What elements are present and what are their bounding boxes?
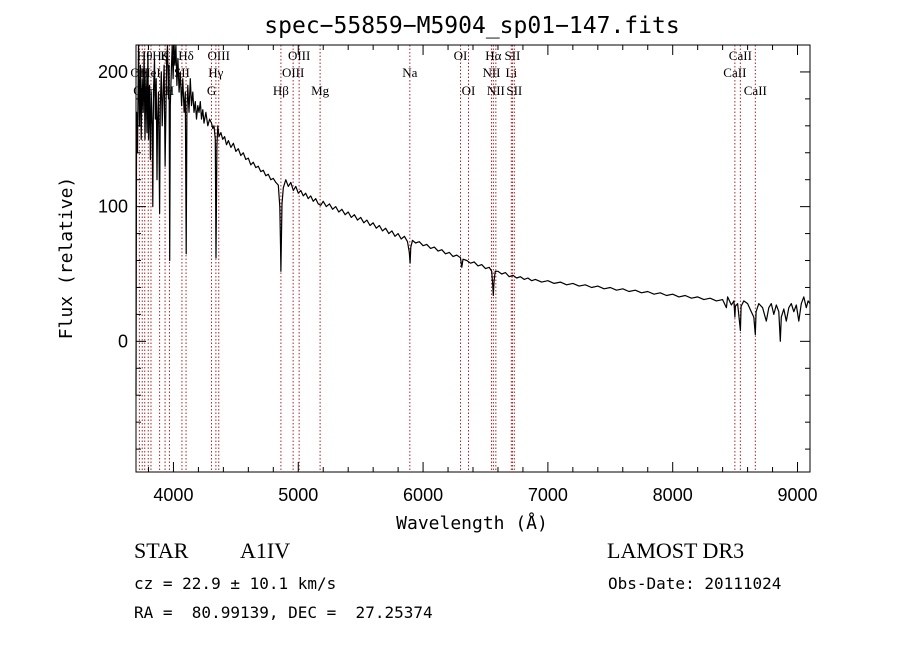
line-marker-label: Li (506, 65, 518, 80)
y-axis-label: Flux (relative) (56, 177, 77, 340)
line-marker-label: G (207, 83, 216, 98)
plot-frame (135, 44, 811, 473)
line-marker-label: CaII (723, 65, 746, 80)
x-axis-label: Wavelength (Å) (396, 512, 548, 534)
line-marker-label: OIII (282, 65, 304, 80)
chart-title: spec−55859−M5904_sp01−147.fits (264, 13, 679, 39)
line-marker-label: CaII (729, 48, 752, 63)
line-marker-label: SII (504, 48, 520, 63)
x-tick-label: 6000 (403, 485, 443, 505)
line-marker-label: Hβ (273, 83, 289, 98)
line-marker-label: NII (482, 65, 500, 80)
x-tick-label: 8000 (653, 485, 693, 505)
line-marker-label: OI (454, 48, 468, 63)
line-marker-label: Hγ (208, 65, 223, 80)
object-class: STAR (134, 538, 189, 563)
obs-date: Obs-Date: 20111024 (608, 574, 782, 593)
line-marker-label: OI (462, 83, 476, 98)
survey-name: LAMOST DR3 (607, 538, 745, 563)
line-marker-label: Mg (311, 83, 330, 98)
line-marker-label: NII (487, 83, 505, 98)
axis-ticks: 4000 5000 6000 7000 8000 9000 0 100 200 (98, 44, 818, 505)
object-subclass: A1IV (240, 538, 291, 563)
spectral-line-labels: OIIOIIHθHηHeIHζKHSIIHδGHγOIIIHβOIIIOIIIM… (130, 48, 767, 98)
x-tick-label: 5000 (278, 485, 318, 505)
coordinates-text: RA = 80.99139, DEC = 27.25374 (134, 603, 433, 622)
y-tick-label: 200 (98, 62, 128, 82)
line-marker-label: Hζ (152, 48, 167, 63)
line-marker-label: OIII (288, 48, 310, 63)
x-tick-label: 7000 (528, 485, 568, 505)
line-marker-label: K (160, 48, 170, 63)
line-marker-label: Na (402, 65, 417, 80)
line-marker-label: OIII (208, 48, 230, 63)
x-tick-label: 9000 (777, 485, 817, 505)
spectral-line-markers (138, 45, 756, 472)
y-tick-label: 0 (118, 331, 128, 351)
line-marker-label: Hα (485, 48, 501, 63)
redshift-text: cz = 22.9 ± 10.1 km/s (134, 574, 337, 593)
line-marker-label: SII (506, 83, 522, 98)
x-tick-label: 4000 (153, 485, 193, 505)
line-marker-label: Hδ (178, 48, 194, 63)
line-marker-label: CaII (744, 83, 767, 98)
y-tick-label: 100 (98, 197, 128, 217)
